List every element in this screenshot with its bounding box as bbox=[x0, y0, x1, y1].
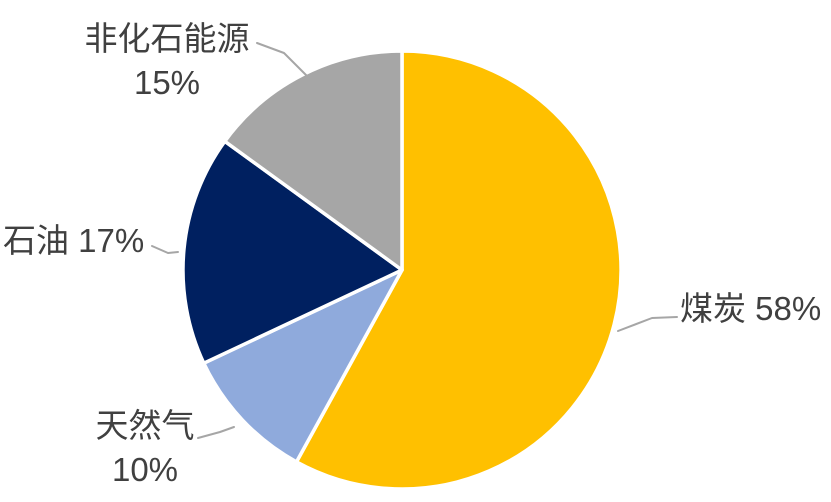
pie-slice-nonfossil bbox=[223, 49, 404, 272]
pie-slice-gas bbox=[202, 268, 404, 464]
slice-label-oil: 石油 17% bbox=[3, 219, 144, 263]
leader-line-oil bbox=[151, 245, 179, 254]
pie-slice-coal bbox=[294, 49, 623, 491]
slice-label-gas-name: 天然气 bbox=[95, 407, 195, 444]
leader-line-gas bbox=[197, 426, 235, 439]
leader-line-nonfossil bbox=[256, 42, 309, 78]
slice-label-gas: 天然气 10% bbox=[45, 404, 245, 492]
slice-label-nonfossil: 非化石能源 15% bbox=[62, 17, 272, 105]
slice-label-nonfossil-pct: 15% bbox=[133, 64, 201, 101]
slice-label-oil-text: 石油 17% bbox=[3, 222, 145, 259]
slice-label-coal-text: 煤炭 58% bbox=[680, 290, 822, 327]
slice-label-coal: 煤炭 58% bbox=[680, 287, 821, 331]
leader-lines bbox=[151, 42, 678, 439]
leader-line-coal bbox=[617, 316, 678, 332]
pie-slice-oil bbox=[181, 139, 404, 365]
slice-label-gas-pct: 10% bbox=[111, 451, 179, 488]
pie-slices bbox=[181, 49, 623, 491]
slice-label-nonfossil-name: 非化石能源 bbox=[84, 20, 250, 57]
